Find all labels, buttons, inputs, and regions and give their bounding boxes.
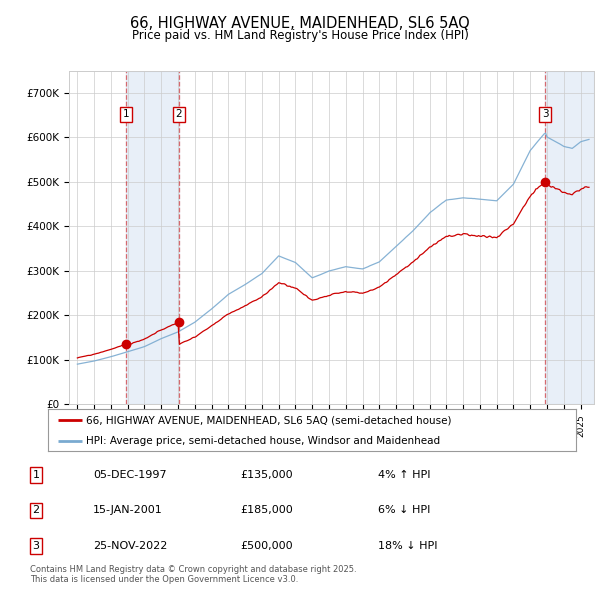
Text: £135,000: £135,000	[240, 470, 293, 480]
Text: Contains HM Land Registry data © Crown copyright and database right 2025.
This d: Contains HM Land Registry data © Crown c…	[30, 565, 356, 584]
Text: 2: 2	[32, 506, 40, 515]
Bar	[127, 71, 179, 404]
Text: 66, HIGHWAY AVENUE, MAIDENHEAD, SL6 5AQ (semi-detached house): 66, HIGHWAY AVENUE, MAIDENHEAD, SL6 5AQ …	[86, 415, 452, 425]
Text: 6% ↓ HPI: 6% ↓ HPI	[378, 506, 430, 515]
Text: 15-JAN-2001: 15-JAN-2001	[93, 506, 163, 515]
Text: 18% ↓ HPI: 18% ↓ HPI	[378, 541, 437, 550]
Text: 25-NOV-2022: 25-NOV-2022	[93, 541, 167, 550]
Bar	[545, 71, 594, 404]
Text: HPI: Average price, semi-detached house, Windsor and Maidenhead: HPI: Average price, semi-detached house,…	[86, 436, 440, 445]
Text: 1: 1	[123, 109, 130, 119]
Text: 3: 3	[32, 541, 40, 550]
Text: 3: 3	[542, 109, 548, 119]
Text: 1: 1	[32, 470, 40, 480]
Text: Price paid vs. HM Land Registry's House Price Index (HPI): Price paid vs. HM Land Registry's House …	[131, 29, 469, 42]
Text: £185,000: £185,000	[240, 506, 293, 515]
Text: 05-DEC-1997: 05-DEC-1997	[93, 470, 167, 480]
Text: £500,000: £500,000	[240, 541, 293, 550]
Text: 66, HIGHWAY AVENUE, MAIDENHEAD, SL6 5AQ: 66, HIGHWAY AVENUE, MAIDENHEAD, SL6 5AQ	[130, 16, 470, 31]
Text: 4% ↑ HPI: 4% ↑ HPI	[378, 470, 431, 480]
Text: 2: 2	[175, 109, 182, 119]
